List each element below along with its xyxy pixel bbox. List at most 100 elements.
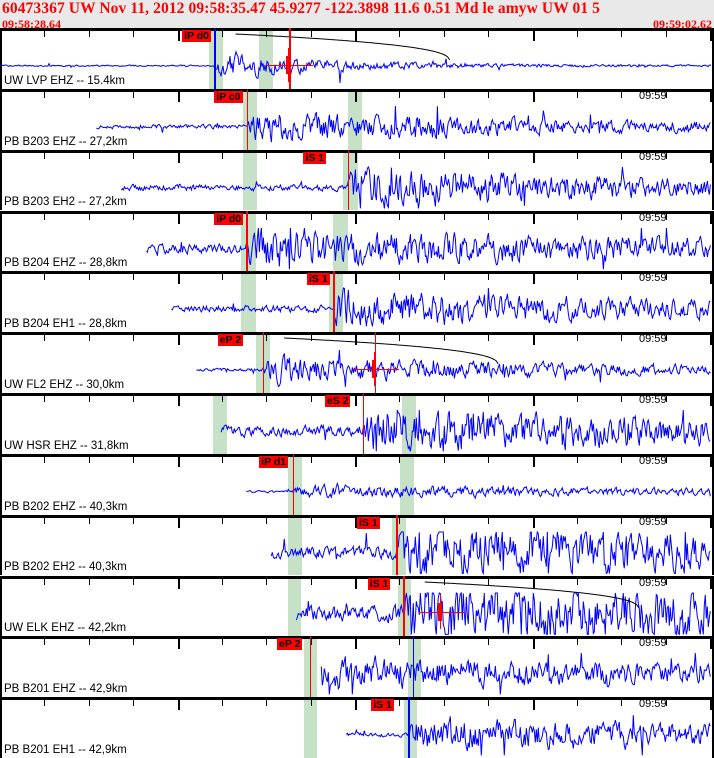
axis-time-label: 09:59 bbox=[639, 333, 667, 346]
phase-pick-label[interactable]: iP d1 bbox=[259, 455, 289, 468]
phase-pick-label[interactable]: eP 2 bbox=[217, 334, 244, 347]
amplitude-marker[interactable] bbox=[267, 47, 314, 82]
axis-tick-major bbox=[355, 697, 357, 711]
axis-time-label: 09:59 bbox=[639, 698, 667, 711]
phase-pick-label[interactable]: iP d0 bbox=[182, 30, 211, 42]
phase-pick-label[interactable]: eP 2 bbox=[277, 638, 303, 651]
axis-tick-minor bbox=[399, 453, 400, 463]
phase-pick-label[interactable]: eS 2 bbox=[324, 395, 351, 407]
trace-row[interactable]: 09:59 iP c0 PB B203 EHZ -- 27,2km bbox=[0, 88, 714, 150]
frame-left bbox=[0, 453, 2, 515]
axis-tick-minor bbox=[266, 393, 267, 402]
axis-tick-minor bbox=[577, 210, 578, 220]
axis-tick-minor bbox=[488, 332, 489, 342]
waveform bbox=[0, 33, 712, 84]
channel-label: PB B201 EHZ -- 42,9km bbox=[4, 683, 128, 696]
phase-pick-line[interactable] bbox=[309, 636, 312, 698]
trace-stack[interactable]: iP d0 UW LVP EHZ -- 15.4km 09:59 iP c0 PB B2… bbox=[0, 28, 714, 758]
trace-row[interactable]: 09:59 eP 2 PB B201 EHZ -- 42,9km bbox=[0, 636, 714, 698]
phase-pick-line[interactable] bbox=[214, 28, 216, 89]
axis-tick-major bbox=[355, 271, 357, 285]
phase-pick-line[interactable] bbox=[246, 210, 248, 272]
frame-right bbox=[712, 28, 714, 89]
phase-pick-label[interactable]: iP d0 bbox=[214, 212, 244, 225]
axis-time-label: 09:59 bbox=[639, 454, 667, 467]
axis-tick-major bbox=[710, 210, 712, 224]
axis-tick-major bbox=[710, 514, 712, 528]
phase-pick-line[interactable] bbox=[292, 453, 295, 515]
axis-tick-minor bbox=[444, 210, 445, 220]
phase-pick-label[interactable]: iP c0 bbox=[214, 90, 243, 103]
frame-left bbox=[0, 271, 2, 333]
channel-label: UW LVP EHZ -- 15.4km bbox=[4, 74, 125, 87]
axis-tick-minor bbox=[133, 88, 134, 98]
axis-tick-minor bbox=[311, 88, 312, 98]
phase-pick-line[interactable] bbox=[408, 697, 410, 758]
axis-tick-minor bbox=[89, 453, 90, 463]
trace-row[interactable]: 09:59 iS 1 UW ELK EHZ -- 42,2km bbox=[0, 575, 714, 637]
trace-row[interactable]: 09:59 iP d1 PB B202 EHZ -- 40,3km bbox=[0, 453, 714, 515]
amplitude-marker[interactable] bbox=[352, 351, 399, 386]
axis-tick-minor bbox=[444, 393, 445, 402]
phase-pick-line[interactable] bbox=[412, 636, 415, 698]
axis-tick-major bbox=[710, 28, 712, 41]
axis-tick-major bbox=[355, 393, 357, 406]
trace-row[interactable]: 09:59 iS 1 PB B203 EH2 -- 27,2km bbox=[0, 149, 714, 211]
channel-label: UW HSR EHZ -- 31,8km bbox=[4, 439, 129, 452]
axis-tick-minor bbox=[44, 149, 45, 159]
axis-tick-minor bbox=[488, 210, 489, 220]
axis-tick-minor bbox=[666, 28, 667, 37]
event-header: 60473367 UW Nov 11, 2012 09:58:35.47 45.… bbox=[0, 0, 714, 31]
axis-tick-major bbox=[533, 271, 535, 285]
trace-row[interactable]: 09:59 eP 2 UW FL2 EHZ -- 30,0km bbox=[0, 332, 714, 393]
axis-tick-minor bbox=[222, 514, 223, 524]
trace-row[interactable]: 09:59 iS 1 PB B201 EH1 -- 42,9km bbox=[0, 697, 714, 758]
axis-tick-major bbox=[533, 210, 535, 224]
axis-tick-minor bbox=[89, 88, 90, 98]
axis-tick-minor bbox=[444, 28, 445, 37]
phase-pick-label[interactable]: iS 1 bbox=[367, 577, 391, 590]
axis-tick-major bbox=[178, 271, 180, 285]
amplitude-marker[interactable] bbox=[418, 595, 465, 630]
phase-pick-line[interactable] bbox=[396, 514, 398, 576]
axis-tick-minor bbox=[488, 149, 489, 159]
pick-uncertainty-band bbox=[399, 453, 415, 515]
trace-row[interactable]: 09:59 iP d0 PB B204 EHZ -- 28,8km bbox=[0, 210, 714, 272]
trace-row[interactable]: 09:59 iS 1 PB B202 EH2 -- 40,3km bbox=[0, 514, 714, 576]
pick-uncertainty-band bbox=[242, 88, 258, 150]
phase-pick-line[interactable] bbox=[247, 88, 249, 150]
phase-pick-line[interactable] bbox=[403, 575, 405, 637]
axis-tick-major bbox=[533, 332, 535, 346]
phase-pick-label[interactable]: iS 1 bbox=[307, 273, 330, 286]
axis-tick-minor bbox=[488, 514, 489, 524]
pick-uncertainty-band bbox=[391, 514, 407, 576]
axis-time-label: 09:59 bbox=[639, 211, 667, 224]
axis-tick-minor bbox=[311, 453, 312, 463]
pick-uncertainty-band bbox=[212, 393, 228, 454]
pick-uncertainty-band bbox=[347, 88, 362, 150]
phase-pick-line[interactable] bbox=[262, 332, 265, 393]
frame-right bbox=[712, 88, 714, 150]
trace-row[interactable]: 09:59 eS 2 UW HSR EHZ -- 31,8km bbox=[0, 393, 714, 454]
axis-tick-major bbox=[178, 514, 180, 528]
axis-tick-minor bbox=[89, 332, 90, 342]
trace-row[interactable]: 09:59 iS 1 PB B204 EH1 -- 28,8km bbox=[0, 271, 714, 333]
pick-uncertainty-band bbox=[304, 697, 317, 758]
phase-pick-line[interactable] bbox=[347, 149, 350, 211]
phase-pick-label[interactable]: iS 1 bbox=[357, 516, 380, 529]
phase-pick-line[interactable] bbox=[362, 393, 365, 454]
phase-pick-label[interactable]: iS 1 bbox=[371, 699, 394, 712]
frame-right bbox=[712, 697, 714, 758]
axis-tick-major bbox=[710, 149, 712, 163]
axis-tick-major bbox=[178, 453, 180, 467]
time-axis bbox=[0, 514, 714, 518]
axis-tick-minor bbox=[488, 575, 489, 585]
trace-row[interactable]: iP d0 UW LVP EHZ -- 15.4km bbox=[0, 28, 714, 89]
phase-pick-label[interactable]: iS 1 bbox=[303, 151, 327, 164]
pick-uncertainty-band bbox=[408, 636, 422, 698]
axis-tick-row bbox=[0, 514, 714, 528]
phase-pick-line[interactable] bbox=[333, 271, 335, 333]
axis-tick-minor bbox=[89, 210, 90, 220]
time-axis bbox=[0, 271, 714, 275]
axis-tick-minor bbox=[621, 636, 622, 646]
